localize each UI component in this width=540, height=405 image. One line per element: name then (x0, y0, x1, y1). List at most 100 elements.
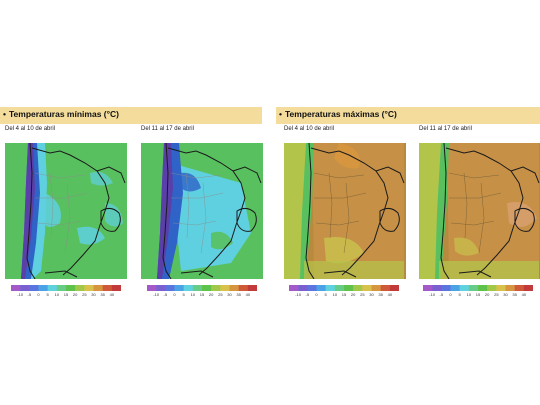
color-scale-tick-label: 0 (173, 292, 176, 297)
color-scale-segment (174, 285, 184, 291)
color-scale-tick-label: 15 (199, 292, 205, 297)
color-scale-tick-label: 25 (360, 292, 365, 297)
country-borders (162, 143, 262, 279)
color-scale-labels: -10 -5 0 5 10 15 20 25 30 35 40 (11, 292, 121, 300)
color-scale-segment (102, 285, 113, 291)
color-scale-tick-label: 35 (100, 292, 105, 297)
color-scale-segment (523, 285, 533, 291)
map-min-week1-svg (5, 143, 127, 279)
color-scale-tick-label: 25 (494, 292, 499, 297)
map-min-week2-svg (141, 143, 263, 279)
color-scale-segment (111, 285, 121, 291)
color-scale-tick-label: 30 (503, 292, 508, 297)
color-scale-bar (147, 285, 257, 291)
period-label-max-1: Del 4 al 10 de abril (284, 126, 335, 132)
color-scale-bar (11, 285, 121, 291)
color-scale-segment (20, 285, 30, 291)
color-scale-tick-label: -10 (153, 292, 160, 297)
color-scale-tick-label: 10 (54, 292, 60, 297)
color-scale-segment (38, 285, 48, 291)
andes-purple-band (157, 143, 173, 279)
color-scale-tick-label: -5 (439, 292, 444, 297)
color-scale-segment (238, 285, 249, 291)
province-borders (313, 172, 367, 254)
color-scale-tick-label: 15 (475, 292, 481, 297)
color-scale-segment (47, 285, 58, 291)
color-scale-tick-label: 20 (72, 292, 78, 297)
color-scale-segment (505, 285, 515, 291)
map-max-week2-svg (419, 143, 540, 279)
color-scale-segment (450, 285, 460, 291)
color-scale-bar (289, 285, 399, 291)
color-scale-segment (371, 285, 381, 291)
color-scale-segment (289, 285, 299, 291)
color-scale-segment (514, 285, 525, 291)
color-scale-segment (344, 285, 354, 291)
color-scale-segment (325, 285, 336, 291)
color-scale-segment (247, 285, 257, 291)
color-scale-segment (362, 285, 372, 291)
color-scale-segment (487, 285, 497, 291)
color-scale-segment (156, 285, 166, 291)
color-scale-segment (478, 285, 488, 291)
color-scale-segment (468, 285, 479, 291)
color-scale-tick-label: -10 (17, 292, 24, 297)
province-borders (448, 172, 502, 254)
color-scale-tick-label: 10 (332, 292, 338, 297)
color-scale-max-1: -10 -5 0 5 10 15 20 25 30 35 40 (289, 285, 399, 300)
color-scale-tick-label: 15 (63, 292, 69, 297)
color-scale-tick-label: 5 (458, 292, 461, 297)
color-scale-tick-label: -5 (163, 292, 168, 297)
country-borders (440, 143, 540, 279)
color-scale-segment (11, 285, 21, 291)
color-scale-tick-label: 20 (208, 292, 214, 297)
color-scale-tick-label: 15 (341, 292, 347, 297)
map-max-week2 (419, 143, 540, 279)
color-scale-segment (56, 285, 67, 291)
color-scale-segment (165, 285, 175, 291)
color-scale-tick-label: -5 (27, 292, 32, 297)
map-max-week1-svg (284, 143, 406, 279)
color-scale-segment (423, 285, 433, 291)
hot-north (334, 143, 360, 169)
panel-title-max: Temperaturas máximas (°C) (284, 109, 397, 119)
color-scale-segment (29, 285, 39, 291)
period-label-max-2: Del 11 al 17 de abril (419, 126, 472, 132)
color-scale-segment (298, 285, 308, 291)
color-scale-segment (84, 285, 94, 291)
color-scale-segment (75, 285, 85, 291)
color-scale-segment (229, 285, 239, 291)
color-scale-segment (389, 285, 399, 291)
color-scale-tick-label: 0 (449, 292, 452, 297)
color-scale-tick-label: 25 (218, 292, 223, 297)
color-scale-segment (147, 285, 157, 291)
color-scale-segment (432, 285, 442, 291)
color-scale-tick-label: 40 (521, 292, 527, 297)
province-borders (170, 172, 224, 254)
header-max: • Temperaturas máximas (°C) (276, 107, 540, 124)
header-min: • Temperaturas mínimas (°C) (0, 107, 262, 124)
bullet-icon: • (279, 109, 282, 119)
color-scale-tick-label: 10 (466, 292, 472, 297)
color-scale-max-2: -10 -5 0 5 10 15 20 25 30 35 40 (423, 285, 533, 300)
color-scale-tick-label: 35 (236, 292, 241, 297)
color-scale-segment (307, 285, 317, 291)
bullet-icon: • (3, 109, 6, 119)
color-scale-tick-label: 25 (82, 292, 87, 297)
color-scale-tick-label: -10 (295, 292, 302, 297)
province-borders (34, 172, 88, 254)
map-min-week2 (141, 143, 263, 279)
country-borders (305, 143, 405, 279)
color-scale-tick-label: 40 (387, 292, 393, 297)
color-scale-segment (211, 285, 221, 291)
color-scale-tick-label: 35 (378, 292, 383, 297)
color-scale-tick-label: 20 (350, 292, 356, 297)
color-scale-labels: -10 -5 0 5 10 15 20 25 30 35 40 (147, 292, 257, 300)
color-scale-segment (441, 285, 451, 291)
color-scale-segment (192, 285, 203, 291)
color-scale-segment (334, 285, 345, 291)
country-borders (26, 143, 126, 279)
color-scale-segment (93, 285, 103, 291)
color-scale-segment (316, 285, 326, 291)
color-scale-tick-label: 30 (91, 292, 96, 297)
